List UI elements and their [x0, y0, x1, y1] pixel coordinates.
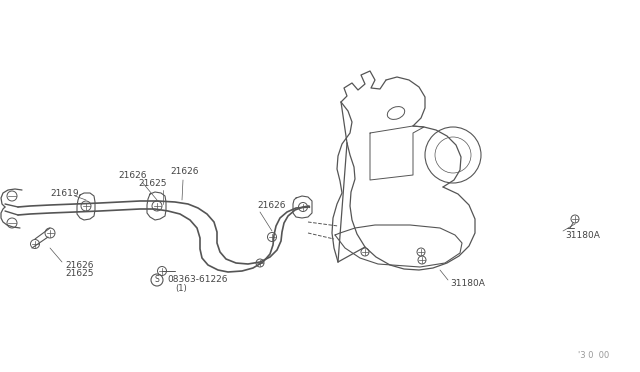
Text: 08363-61226: 08363-61226 — [167, 275, 227, 283]
Text: 21626: 21626 — [257, 201, 285, 209]
Text: 21619: 21619 — [50, 189, 79, 198]
Text: 21625: 21625 — [65, 269, 93, 279]
Text: 31180A: 31180A — [565, 231, 600, 240]
Text: 21625: 21625 — [138, 179, 166, 187]
Text: 31180A: 31180A — [450, 279, 485, 288]
Text: 21626: 21626 — [65, 260, 93, 269]
Text: 21626: 21626 — [118, 170, 147, 180]
Text: '3 0  00: '3 0 00 — [578, 352, 609, 360]
Text: 21626: 21626 — [170, 167, 198, 176]
Text: (1): (1) — [175, 283, 187, 292]
Text: S: S — [155, 276, 159, 285]
